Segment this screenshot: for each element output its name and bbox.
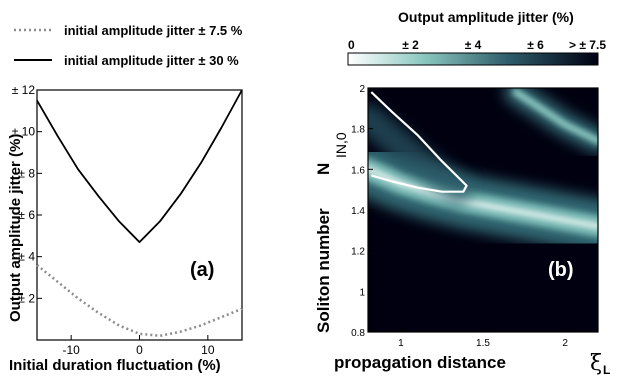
y-tick-label: 1.4 xyxy=(351,206,365,217)
colorbar-tick-label: 0 xyxy=(348,38,355,52)
axis-ticks-b: 1 1.5 2 0.8 1 1.2 1.4 1.6 1.8 2 xyxy=(351,84,568,349)
x-tick-label: 1.5 xyxy=(476,338,490,349)
y-tick-label: 2 xyxy=(359,84,365,95)
wedge-halo xyxy=(368,103,474,205)
colorbar-tick-label: > ± 7.5 xyxy=(569,38,606,52)
legend-label: initial amplitude jitter ± 30 % xyxy=(64,53,239,68)
x-axis-subscript: L xyxy=(603,363,610,376)
x-axis-label-a: Initial duration fluctuation (%) xyxy=(9,357,221,374)
x-tick-label: 10 xyxy=(201,343,215,357)
y-axis-label-a: Output amplitude jitter (%) xyxy=(7,134,24,322)
series-line-solid xyxy=(36,89,243,243)
plot-frame-a xyxy=(36,89,243,341)
y-tick-label: ± 4 xyxy=(18,250,35,264)
y-tick-label: 1.2 xyxy=(351,247,365,258)
y-tick-label: ± 10 xyxy=(12,125,36,139)
y-tick-label: 1.8 xyxy=(351,125,365,136)
y-tick-label: ± 12 xyxy=(12,83,36,97)
contour-line xyxy=(370,91,468,193)
panel-label-a: (a) xyxy=(190,259,214,281)
heatmap-area xyxy=(368,88,598,332)
colorbar-title: Output amplitude jitter (%) xyxy=(398,9,574,25)
colorbar-ticks: 0 ± 2 ± 4 ± 6 > ± 7.5 xyxy=(348,38,606,52)
x-axis-label-b: propagation distance xyxy=(334,353,506,372)
y-axis-label-b: Soliton number xyxy=(314,208,333,333)
x-axis-symbol: ξ xyxy=(590,351,602,376)
upper-branch-core xyxy=(512,88,598,145)
y-axis-subscript: IN,0 xyxy=(333,132,349,158)
panel-a-line-chart: initial amplitude jitter ± 7.5 % initial… xyxy=(7,23,243,374)
y-tick-label: 1.6 xyxy=(351,165,365,176)
panel-label-b: (b) xyxy=(548,259,574,281)
colorbar xyxy=(347,52,599,66)
legend-a: initial amplitude jitter ± 7.5 % initial… xyxy=(14,23,243,68)
colorbar-tick-label: ± 2 xyxy=(402,38,419,52)
y-tick-label: 0.8 xyxy=(351,328,365,339)
heatmap-bands xyxy=(368,88,598,254)
colorbar-tick-label: ± 6 xyxy=(527,38,544,52)
y-tick-label: ± 2 xyxy=(18,291,35,305)
y-axis-symbol: N xyxy=(314,163,333,175)
x-tick-label: 1 xyxy=(398,338,404,349)
axis-ticks-a: -10 0 10 ± 2 ± 4 ± 6 ± 8 ± 10 ± 12 xyxy=(12,83,215,357)
series-group-a xyxy=(36,89,243,338)
y-tick-label: 1 xyxy=(359,287,365,298)
legend-label: initial amplitude jitter ± 7.5 % xyxy=(64,23,243,38)
y-tick-label: ± 6 xyxy=(18,208,35,222)
x-tick-label: -10 xyxy=(62,343,80,357)
x-tick-label: 0 xyxy=(136,343,143,357)
y-tick-label: ± 8 xyxy=(18,166,35,180)
colorbar-tick-label: ± 4 xyxy=(465,38,482,52)
x-tick-label: 2 xyxy=(562,338,568,349)
panel-b-heatmap: Output amplitude jitter (%) 0 ± 2 ± 4 ± 6 > … xyxy=(314,9,610,376)
